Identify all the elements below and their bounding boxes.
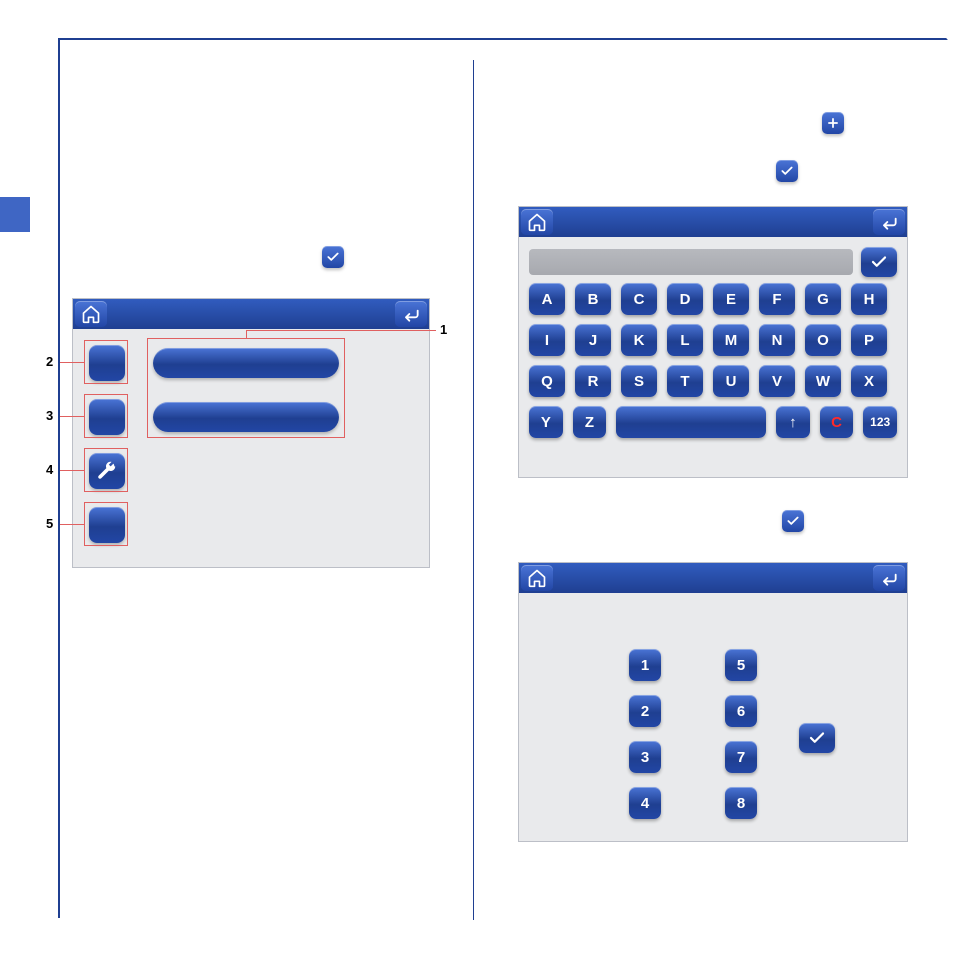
check-icon bbox=[782, 510, 804, 532]
key-f[interactable]: F bbox=[759, 283, 795, 315]
numkey-6[interactable]: 6 bbox=[725, 695, 757, 727]
callout-box-1 bbox=[147, 338, 345, 438]
key-o[interactable]: O bbox=[805, 324, 841, 356]
text-input[interactable] bbox=[529, 249, 853, 275]
keyboard-row-3: Q R S T U V W X bbox=[529, 365, 897, 397]
callout-label-2: 2 bbox=[46, 354, 53, 369]
key-q[interactable]: Q bbox=[529, 365, 565, 397]
confirm-button[interactable] bbox=[799, 723, 835, 753]
callout-line-1h bbox=[246, 330, 436, 331]
key-clear[interactable]: C bbox=[820, 406, 854, 438]
key-z[interactable]: Z bbox=[573, 406, 607, 438]
key-h[interactable]: H bbox=[851, 283, 887, 315]
panel-header bbox=[519, 207, 907, 237]
home-button[interactable] bbox=[521, 565, 553, 591]
numpad-panel: 1 2 3 4 5 6 7 8 bbox=[518, 562, 908, 842]
key-n[interactable]: N bbox=[759, 324, 795, 356]
numkey-2[interactable]: 2 bbox=[629, 695, 661, 727]
key-b[interactable]: B bbox=[575, 283, 611, 315]
keyboard-row-4: Y Z ↑ C 123 bbox=[529, 406, 897, 438]
home-button[interactable] bbox=[521, 209, 553, 235]
key-s[interactable]: S bbox=[621, 365, 657, 397]
numpad-body: 1 2 3 4 5 6 7 8 bbox=[519, 593, 907, 843]
callout-line-4 bbox=[60, 470, 84, 471]
callout-box-3 bbox=[84, 394, 128, 438]
key-t[interactable]: T bbox=[667, 365, 703, 397]
key-g[interactable]: G bbox=[805, 283, 841, 315]
numkey-4[interactable]: 4 bbox=[629, 787, 661, 819]
keyboard-panel: A B C D E F G H I J K L M N O P Q R S T … bbox=[518, 206, 908, 478]
key-y[interactable]: Y bbox=[529, 406, 563, 438]
keyboard-row-2: I J K L M N O P bbox=[529, 324, 897, 356]
callout-box-2 bbox=[84, 340, 128, 384]
confirm-button[interactable] bbox=[861, 247, 897, 277]
callout-line-3 bbox=[60, 416, 84, 417]
home-button[interactable] bbox=[75, 301, 107, 327]
key-u[interactable]: U bbox=[713, 365, 749, 397]
key-e[interactable]: E bbox=[713, 283, 749, 315]
numkey-7[interactable]: 7 bbox=[725, 741, 757, 773]
side-tab bbox=[0, 197, 30, 232]
key-v[interactable]: V bbox=[759, 365, 795, 397]
back-button[interactable] bbox=[873, 565, 905, 591]
numkey-3[interactable]: 3 bbox=[629, 741, 661, 773]
numkey-1[interactable]: 1 bbox=[629, 649, 661, 681]
key-p[interactable]: P bbox=[851, 324, 887, 356]
callout-label-1: 1 bbox=[440, 322, 447, 337]
callout-label-4: 4 bbox=[46, 462, 53, 477]
panel-header bbox=[519, 563, 907, 593]
key-m[interactable]: M bbox=[713, 324, 749, 356]
key-mode-123[interactable]: 123 bbox=[863, 406, 897, 438]
check-icon bbox=[322, 246, 344, 268]
keyboard-input-row bbox=[519, 237, 907, 277]
key-k[interactable]: K bbox=[621, 324, 657, 356]
back-button[interactable] bbox=[395, 301, 427, 327]
key-a[interactable]: A bbox=[529, 283, 565, 315]
key-shift[interactable]: ↑ bbox=[776, 406, 810, 438]
key-space[interactable] bbox=[616, 406, 766, 438]
key-j[interactable]: J bbox=[575, 324, 611, 356]
numkey-5[interactable]: 5 bbox=[725, 649, 757, 681]
key-x[interactable]: X bbox=[851, 365, 887, 397]
callout-box-4 bbox=[84, 448, 128, 492]
callout-line-1v bbox=[246, 330, 247, 338]
key-c[interactable]: C bbox=[621, 283, 657, 315]
callout-line-5 bbox=[60, 524, 84, 525]
plus-icon bbox=[822, 112, 844, 134]
callout-label-5: 5 bbox=[46, 516, 53, 531]
back-button[interactable] bbox=[873, 209, 905, 235]
column-divider bbox=[473, 60, 474, 920]
keyboard-rows: A B C D E F G H I J K L M N O P Q R S T … bbox=[519, 277, 907, 448]
key-i[interactable]: I bbox=[529, 324, 565, 356]
callout-line-2 bbox=[60, 362, 84, 363]
callout-label-3: 3 bbox=[46, 408, 53, 423]
callout-box-5 bbox=[84, 502, 128, 546]
key-w[interactable]: W bbox=[805, 365, 841, 397]
key-r[interactable]: R bbox=[575, 365, 611, 397]
key-l[interactable]: L bbox=[667, 324, 703, 356]
keyboard-row-1: A B C D E F G H bbox=[529, 283, 897, 315]
key-d[interactable]: D bbox=[667, 283, 703, 315]
numkey-8[interactable]: 8 bbox=[725, 787, 757, 819]
panel-header bbox=[73, 299, 429, 329]
check-icon bbox=[776, 160, 798, 182]
